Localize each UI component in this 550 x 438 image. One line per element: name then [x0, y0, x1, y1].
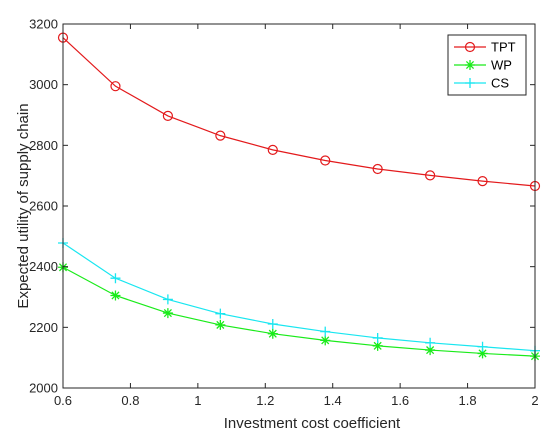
data-point-wp [162, 308, 173, 319]
data-point-wp [477, 348, 488, 359]
y-tick-label: 3200 [29, 17, 58, 32]
x-tick-label: 1.8 [459, 393, 477, 408]
legend-label-cs: CS [491, 76, 509, 91]
x-tick-label: 1 [194, 393, 201, 408]
x-tick-label: 2 [531, 393, 538, 408]
x-axis-label: Investment cost coefficient [224, 415, 401, 432]
x-tick-label: 0.8 [121, 393, 139, 408]
data-point-tpt [372, 163, 383, 175]
legend-label-tpt: TPT [491, 40, 516, 55]
data-point-cs [425, 337, 436, 348]
y-tick-label: 2000 [29, 381, 58, 396]
x-tick-label: 1.4 [324, 393, 342, 408]
data-point-tpt [320, 155, 331, 166]
plot-area [57, 32, 541, 362]
axes: 0.6 0.8 1 1.2 1.4 1.6 1.8 2 2000 2200 2400 2600 2800… [29, 17, 539, 409]
y-tick-label: 2600 [29, 199, 58, 214]
data-point-wp [320, 335, 331, 346]
series-cs [58, 238, 540, 356]
y-axis-label: Expected utility of supply chain [15, 103, 32, 308]
x-tick-label: 1.6 [391, 393, 409, 408]
data-point-cs [477, 341, 488, 352]
legend-marker-wp [465, 60, 475, 70]
data-point-tpt [267, 144, 278, 155]
data-point-tpt [477, 176, 488, 187]
data-point-wp [215, 319, 226, 330]
data-point-cs [320, 326, 331, 337]
x-tick-label: 1.2 [256, 393, 274, 408]
data-point-wp [110, 290, 121, 301]
data-point-cs [267, 318, 278, 329]
y-tick-label: 2800 [29, 138, 58, 153]
data-point-cs [110, 273, 121, 284]
series-line-cs [62, 242, 536, 352]
data-point-wp [425, 345, 436, 356]
y-tick-label: 3000 [29, 77, 58, 92]
legend-marker-tpt [464, 41, 476, 53]
data-point-wp [372, 340, 383, 351]
series-line-tpt [62, 37, 536, 187]
x-tick-label: 0.6 [54, 393, 72, 408]
series-line-wp [62, 266, 536, 357]
data-point-tpt [110, 81, 121, 92]
data-point-cs [372, 332, 383, 343]
y-tick-label: 2200 [29, 320, 58, 335]
data-point-tpt [162, 110, 173, 122]
data-point-cs [215, 308, 226, 319]
data-point-tpt [425, 170, 436, 181]
data-point-wp [267, 328, 278, 339]
data-point-cs [162, 294, 173, 305]
legend-label-wp: WP [491, 58, 512, 73]
legend-marker-cs [465, 78, 475, 88]
y-tick-label: 2400 [29, 259, 58, 274]
data-point-tpt [215, 130, 226, 141]
legend: TPT WP CS [447, 34, 527, 96]
